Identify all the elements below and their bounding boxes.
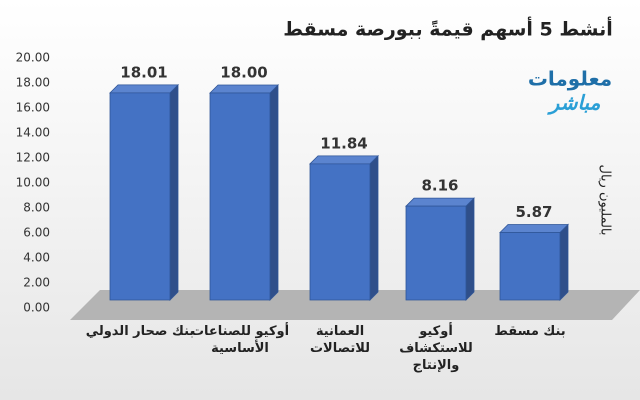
bar-face [465,197,475,301]
bar-face [405,197,475,207]
y-tick-label: 16.00 [16,101,50,115]
bar-face [369,154,379,301]
y-tick-label: 12.00 [16,151,50,165]
logo-line: معلومات [528,67,612,91]
bar [405,197,475,301]
bar [499,223,569,301]
y-tick-label: 4.00 [23,251,50,265]
bar-face [309,155,379,165]
bar-face [269,84,279,301]
bar-face [499,224,569,233]
bar-face [169,83,179,301]
value-label: 11.84 [320,134,367,152]
bar-face [209,84,279,94]
logo-line: مباشر [547,91,601,116]
chart-title: أنشط 5 أسهم قيمةً ببورصة مسقط [283,17,612,41]
y-tick-label: 20.00 [16,51,50,65]
x-tick-label: أوكيو للصناعات الأساسية [190,324,290,356]
y-tick-label: 14.00 [16,126,50,140]
bar [309,154,379,301]
bar-face [309,163,371,301]
y-axis-label: بالمليون ريال [598,165,613,236]
bar [209,84,279,301]
x-tick-label: بنك مسقط [494,324,566,339]
y-tick-label: 18.00 [16,76,50,90]
x-tick-label: العمانية للاتصالات [309,324,371,356]
y-tick-label: 6.00 [23,226,50,240]
bar-face [109,92,171,301]
value-label: 18.00 [220,64,267,82]
x-tick-label: أوكيو للاستكشاف والإنتاج [399,324,473,373]
bar-face [499,232,561,301]
value-label: 8.16 [421,177,458,195]
bar-face [209,92,271,301]
y-tick-label: 2.00 [23,276,50,290]
bar-face [559,223,569,301]
bar-face [109,84,179,94]
y-tick-label: 10.00 [16,176,50,190]
bar [109,83,179,301]
bar-face [405,205,467,301]
y-tick-label: 0.00 [23,301,50,315]
y-tick-label: 8.00 [23,201,50,215]
x-tick-label: بنك صحار الدولي [85,324,195,339]
value-label: 18.01 [120,63,167,81]
value-label: 5.87 [515,203,552,221]
